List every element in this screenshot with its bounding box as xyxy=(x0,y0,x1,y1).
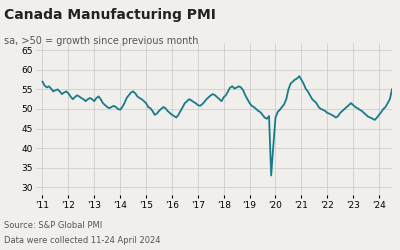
Text: Source: S&P Global PMI: Source: S&P Global PMI xyxy=(4,221,102,230)
Text: Canada Manufacturing PMI: Canada Manufacturing PMI xyxy=(4,8,216,22)
Text: Data were collected 11-24 April 2024: Data were collected 11-24 April 2024 xyxy=(4,236,160,245)
Text: sa, >50 = growth since previous month: sa, >50 = growth since previous month xyxy=(4,36,198,46)
